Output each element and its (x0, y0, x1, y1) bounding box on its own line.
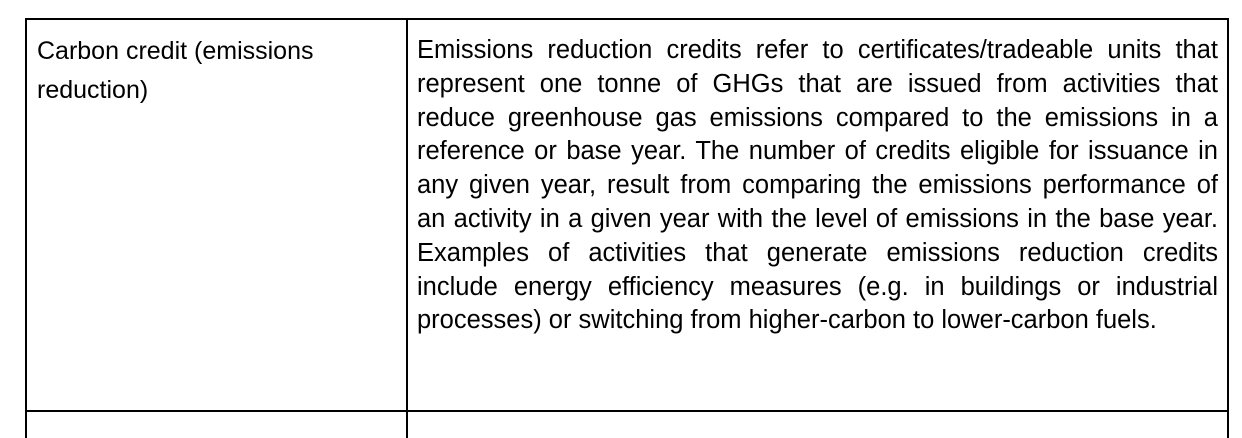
definition-cell: Emissions reduction credits refer to cer… (417, 36, 1218, 335)
row-divider (27, 410, 1227, 412)
column-divider (406, 20, 408, 438)
glossary-table: Carbon credit (emissions reduction) Emis… (25, 18, 1229, 438)
term-cell: Carbon credit (emissions reduction) (37, 37, 314, 104)
